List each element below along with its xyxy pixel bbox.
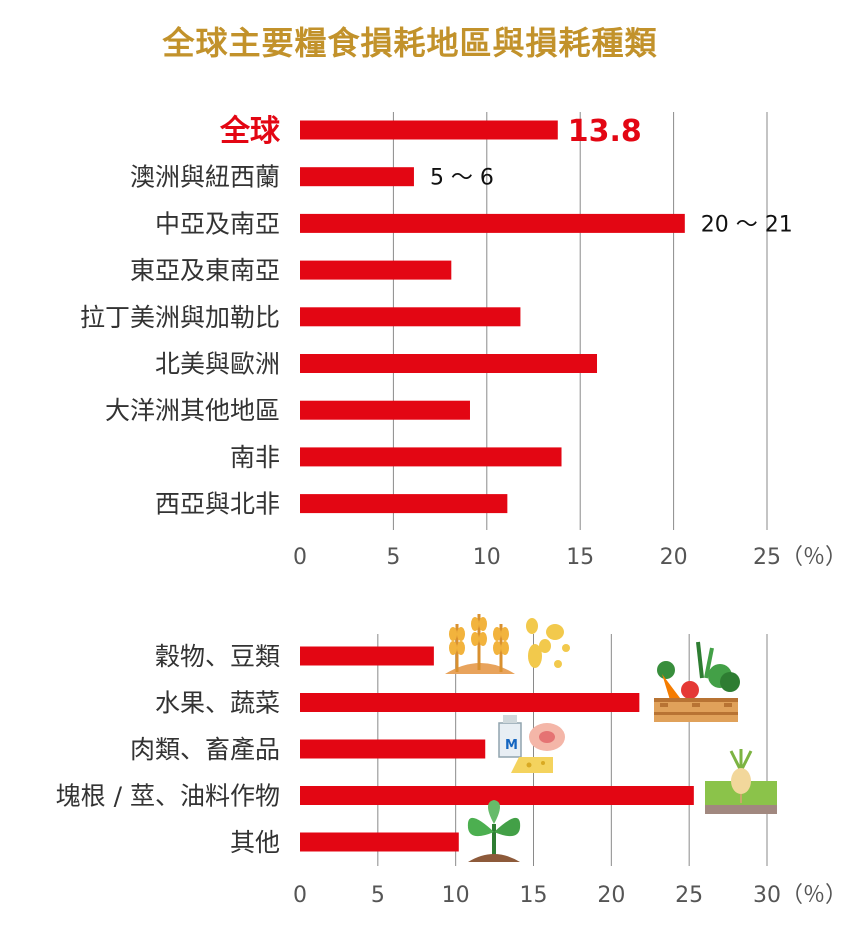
bar bbox=[300, 646, 434, 666]
category-label: 拉丁美洲與加勒比 bbox=[80, 303, 280, 332]
category-label: 大洋洲其他地區 bbox=[105, 396, 280, 425]
bar bbox=[300, 400, 470, 420]
bar bbox=[300, 447, 562, 467]
category-label: 東亞及東南亞 bbox=[130, 256, 280, 285]
bar bbox=[300, 786, 694, 805]
x-tick-label: 15 bbox=[520, 883, 548, 908]
x-tick-label: 5 bbox=[386, 545, 400, 570]
x-tick-label: 15 bbox=[566, 545, 594, 570]
category-label: 澳洲與紐西蘭 bbox=[130, 163, 280, 192]
x-tick-label: 0 bbox=[293, 883, 307, 908]
x-unit-label: （％） bbox=[781, 545, 847, 570]
category-label: 其他 bbox=[230, 828, 280, 857]
svg-text:M: M bbox=[505, 738, 518, 753]
data-label: 13.8 bbox=[568, 114, 642, 149]
page-title: 全球主要糧食損耗地區與損耗種類 bbox=[162, 24, 658, 62]
category-label: 西亞與北非 bbox=[155, 490, 280, 519]
category-label: 中亞及南亞 bbox=[155, 209, 280, 238]
x-tick-label: 10 bbox=[442, 883, 470, 908]
region-loss-chart: 0 5 10 15 20 25 （％） 全球 13.8 澳洲與紐西蘭 5 ～ 6 中亞及南亞 20 ～ … bbox=[80, 112, 847, 570]
category-label: 北美與歐洲 bbox=[155, 350, 280, 379]
data-label: 20 ～ 21 bbox=[701, 212, 793, 237]
x-tick-label: 20 bbox=[597, 883, 625, 908]
category-label: 塊根 / 莖、油料作物 bbox=[56, 782, 280, 811]
x-tick-label: 20 bbox=[660, 545, 688, 570]
x-tick-label: 5 bbox=[371, 883, 385, 908]
x-tick-label: 25 bbox=[675, 883, 703, 908]
category-label: 肉類、畜產品 bbox=[130, 735, 280, 764]
category-label: 全球 bbox=[219, 114, 281, 149]
bar bbox=[300, 832, 459, 852]
seedling-icon bbox=[467, 800, 521, 862]
root-sprout-icon bbox=[705, 749, 777, 814]
category-label: 水果、蔬菜 bbox=[155, 689, 280, 718]
bar bbox=[300, 693, 640, 712]
bar bbox=[300, 120, 558, 140]
x-tick-label: 30 bbox=[753, 883, 781, 908]
vegetable-crate-icon bbox=[654, 641, 740, 722]
x-unit-label: （％） bbox=[781, 883, 847, 908]
x-tick-label: 10 bbox=[473, 545, 501, 570]
bar bbox=[300, 260, 452, 280]
bar bbox=[300, 307, 521, 327]
bar bbox=[300, 167, 414, 187]
category-label: 南非 bbox=[230, 443, 280, 472]
bar bbox=[300, 739, 486, 759]
data-label: 5 ～ 6 bbox=[430, 166, 494, 191]
wheat-grain-icon bbox=[445, 614, 570, 674]
food-icons: M bbox=[445, 614, 777, 862]
x-tick-label: 25 bbox=[753, 545, 781, 570]
x-tick-label: 0 bbox=[293, 545, 307, 570]
category-label: 穀物、豆類 bbox=[155, 642, 280, 671]
bar bbox=[300, 354, 598, 373]
bar bbox=[300, 213, 685, 233]
bar bbox=[300, 494, 508, 514]
dairy-meat-icon: M bbox=[498, 715, 565, 773]
